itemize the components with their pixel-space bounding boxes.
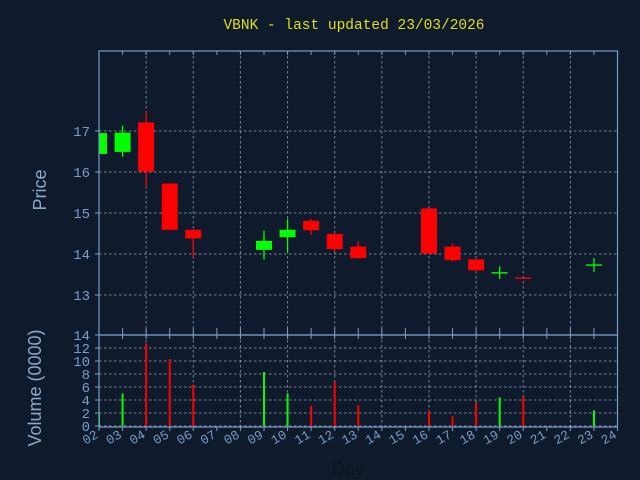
svg-text:16: 16 bbox=[73, 166, 90, 182]
svg-text:13: 13 bbox=[73, 289, 90, 305]
svg-text:17: 17 bbox=[73, 125, 90, 141]
svg-text:14: 14 bbox=[73, 248, 90, 264]
svg-text:Price: Price bbox=[30, 169, 50, 210]
svg-text:15: 15 bbox=[73, 207, 90, 223]
svg-text:Day: Day bbox=[332, 459, 364, 479]
svg-text:14: 14 bbox=[73, 329, 90, 345]
svg-text:VBNK - last updated 23/03/2026: VBNK - last updated 23/03/2026 bbox=[223, 18, 484, 34]
svg-text:Volume (0000): Volume (0000) bbox=[25, 329, 45, 446]
